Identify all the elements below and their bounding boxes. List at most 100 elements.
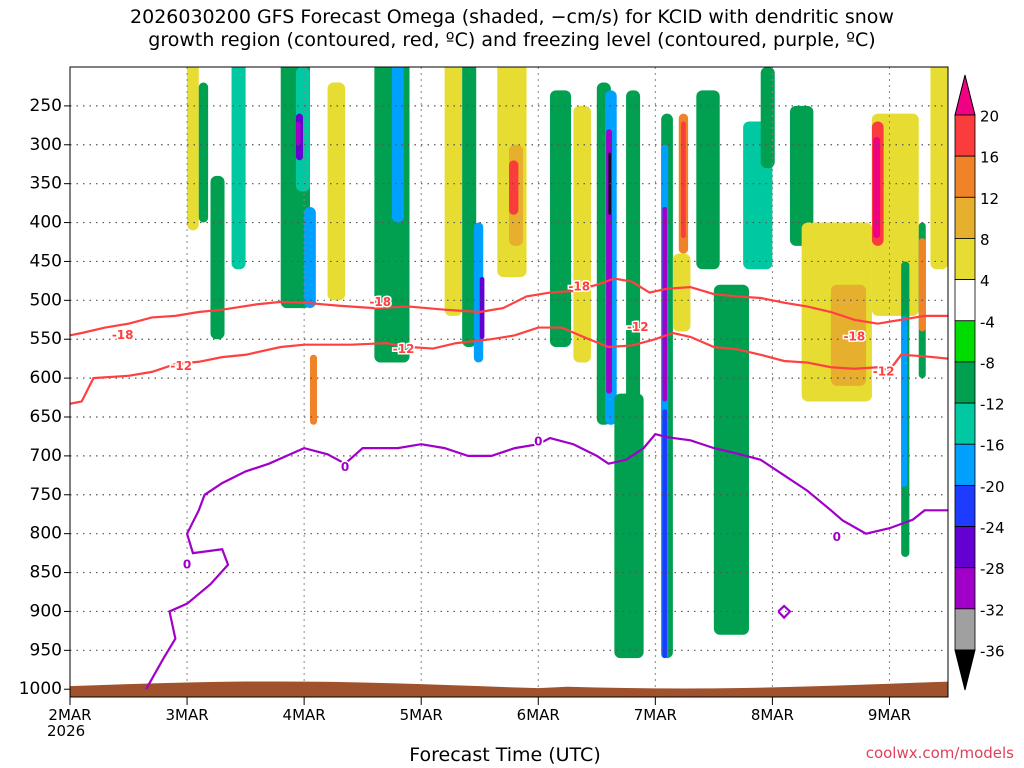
contour-label-0-3: -18 bbox=[844, 329, 866, 343]
colorbar-label-7: -12 bbox=[980, 396, 1005, 414]
omega-cell-10 bbox=[327, 82, 346, 301]
y-tick-label-0: 250 bbox=[30, 96, 62, 116]
omega-cell-8 bbox=[304, 207, 316, 309]
colorbar-swatch-2 bbox=[954, 155, 976, 198]
omega-cell-3 bbox=[231, 67, 246, 270]
omega-cell-20 bbox=[549, 90, 572, 347]
y-tick-label-8: 650 bbox=[30, 407, 62, 427]
omega-cell-41 bbox=[830, 284, 867, 386]
colorbar-swatch-7 bbox=[954, 361, 976, 404]
omega-cell-36 bbox=[713, 284, 749, 635]
colorbar-swatch-1 bbox=[954, 114, 976, 157]
credit-link[interactable]: coolwx.com/models bbox=[865, 744, 1014, 762]
colorbar-label-5: -4 bbox=[980, 313, 995, 331]
y-tick-label-11: 800 bbox=[30, 524, 62, 544]
colorbar-swatch-8 bbox=[954, 402, 976, 445]
omega-cell-1 bbox=[198, 82, 209, 223]
colorbar-label-11: -28 bbox=[980, 560, 1005, 578]
x-tick-label-3: 5MAR bbox=[400, 706, 443, 724]
contour-label-0-1: -18 bbox=[369, 295, 391, 309]
contour-label-1-3: -12 bbox=[873, 364, 895, 378]
contour-label-1-2: -12 bbox=[627, 320, 649, 334]
x-tick-label-2: 4MAR bbox=[283, 706, 326, 724]
colorbar-swatch-13 bbox=[954, 608, 976, 651]
omega-cell-0 bbox=[187, 67, 199, 231]
x-tick-label-7: 9MAR bbox=[868, 706, 911, 724]
y-tick-label-12: 850 bbox=[30, 563, 62, 583]
plot-frame bbox=[69, 66, 949, 698]
x-axis-label: Forecast Time (UTC) bbox=[409, 744, 601, 766]
colorbar-label-10: -24 bbox=[980, 519, 1005, 537]
contour-line-0 bbox=[70, 277, 948, 337]
colorbar-swatch-4 bbox=[954, 238, 976, 281]
y-tick-label-5: 500 bbox=[30, 290, 62, 310]
omega-cell-2 bbox=[210, 175, 225, 340]
omega-cell-44 bbox=[873, 137, 881, 239]
colorbar-label-4: 4 bbox=[980, 272, 990, 290]
omega-cell-30 bbox=[662, 207, 668, 402]
plot-area: -18 -18 -18 -18 -12 -12 -12 -12 0 0 0 0 bbox=[69, 66, 949, 698]
colorbar-swatch-9 bbox=[954, 443, 976, 486]
contour-label-2-0: 0 bbox=[341, 460, 349, 474]
omega-cell-35 bbox=[696, 90, 720, 270]
x-axis: 2MAR 3MAR 4MAR 5MAR 6MAR 7MAR 8MAR 9MAR bbox=[48, 697, 911, 724]
colorbar-top-arrow bbox=[954, 74, 976, 116]
y-tick-label-6: 550 bbox=[30, 329, 62, 349]
colorbar-label-8: -16 bbox=[980, 437, 1005, 455]
y-axis: 250 300 350 400 450 500 550 600 650 700 750 800 850 9… bbox=[19, 96, 70, 699]
colorbar-label-3: 8 bbox=[980, 231, 990, 249]
y-tick-label-7: 600 bbox=[30, 368, 62, 388]
omega-cell-33 bbox=[681, 121, 686, 239]
colorbar-label-12: -32 bbox=[980, 601, 1005, 619]
colorbar-swatch-3 bbox=[954, 196, 976, 239]
x-tick-label-6: 8MAR bbox=[751, 706, 794, 724]
chart-title: 2026030200 GFS Forecast Omega (shaded, −… bbox=[0, 6, 1024, 52]
y-tick-label-4: 450 bbox=[30, 251, 62, 271]
x-tick-label-0: 2MAR bbox=[48, 706, 91, 724]
x-year-label: 2026 bbox=[47, 722, 86, 740]
y-tick-label-3: 400 bbox=[30, 213, 62, 233]
y-tick-label-1: 300 bbox=[30, 135, 62, 155]
omega-cell-13 bbox=[444, 67, 463, 316]
colorbar-swatch-6 bbox=[954, 320, 976, 363]
omega-cell-7 bbox=[295, 121, 301, 145]
colorbar-bottom-arrow bbox=[954, 649, 976, 691]
omega-cell-46 bbox=[901, 315, 908, 487]
surface-terrain bbox=[70, 681, 948, 697]
omega-cell-49 bbox=[930, 67, 948, 270]
colorbar-label-9: -20 bbox=[980, 478, 1005, 496]
title-line-1: 2026030200 GFS Forecast Omega (shaded, −… bbox=[130, 6, 894, 28]
colorbar-label-2: 12 bbox=[980, 190, 999, 208]
contour-line-3 bbox=[777, 604, 792, 620]
contour-label-0-2: -18 bbox=[568, 280, 590, 294]
contour-label-2-1: 0 bbox=[534, 434, 542, 448]
colorbar-swatch-10 bbox=[954, 484, 976, 527]
omega-cell-12 bbox=[391, 67, 404, 223]
contour-label-1-1: -12 bbox=[393, 342, 415, 356]
y-tick-label-14: 950 bbox=[30, 640, 62, 660]
omega-cell-14 bbox=[462, 67, 477, 347]
colorbar-label-13: -36 bbox=[980, 643, 1005, 661]
y-tick-label-13: 900 bbox=[30, 601, 62, 621]
colorbar-swatch-5 bbox=[954, 279, 976, 322]
y-tick-label-2: 350 bbox=[30, 174, 62, 194]
omega-cell-34 bbox=[672, 253, 691, 332]
omega-cell-19 bbox=[509, 160, 519, 215]
x-tick-label-5: 7MAR bbox=[634, 706, 677, 724]
contour-label-0-0: -18 bbox=[112, 328, 134, 342]
omega-shading bbox=[187, 67, 948, 659]
y-tick-label-9: 700 bbox=[30, 446, 62, 466]
colorbar-swatch-12 bbox=[954, 567, 976, 610]
colorbar-label-6: -8 bbox=[980, 354, 995, 372]
omega-cell-38 bbox=[760, 67, 775, 169]
omega-cell-39 bbox=[789, 105, 814, 246]
contours: -18 -18 -18 -18 -12 -12 -12 -12 0 0 0 0 bbox=[70, 277, 948, 690]
colorbar-swatch-11 bbox=[954, 526, 976, 569]
colorbar: 20 16 12 8 4 -4 -8 -12 -16 -20 -24 -28 -32 -36 bbox=[954, 74, 1005, 691]
contour-line-2 bbox=[145, 432, 948, 690]
contour-label-1-0: -12 bbox=[170, 359, 192, 373]
contour-line-1 bbox=[70, 326, 948, 405]
omega-cell-31 bbox=[662, 409, 668, 659]
title-line-2: growth region (contoured, red, ºC) and f… bbox=[148, 29, 876, 51]
